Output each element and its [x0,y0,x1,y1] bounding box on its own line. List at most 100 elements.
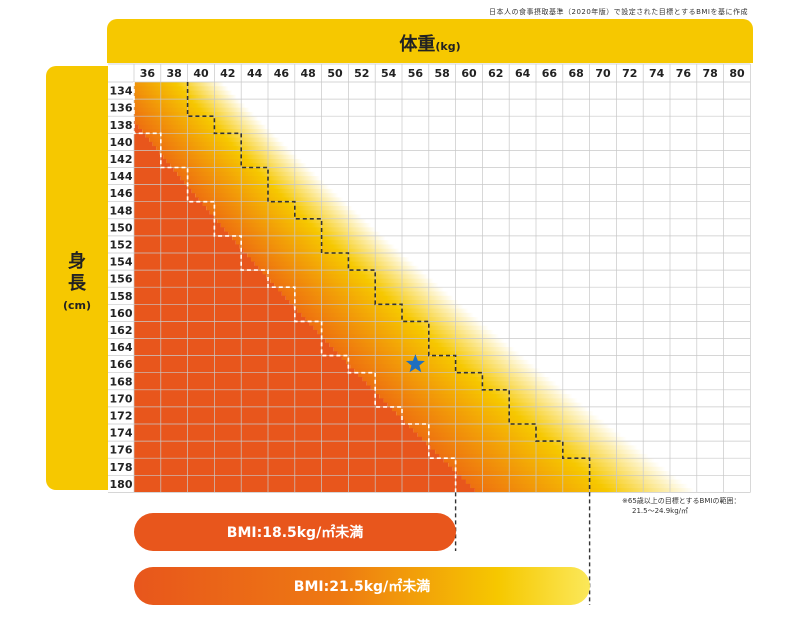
band-18-5-to-23-5 [195,193,339,198]
band-18-5-to-23-5 [277,287,444,292]
band-18-5-to-23-5 [217,218,367,224]
bmi-bands [134,82,694,493]
band-18-5-to-23-5 [293,304,464,310]
band-under-18-5 [134,338,326,344]
band-18-5-to-23-5 [228,231,381,237]
band-under-18-5 [134,317,306,322]
weight-tick-label: 56 [408,67,424,80]
weight-tick-label: 74 [649,67,665,80]
band-18-5-to-23-5 [206,205,353,211]
band-under-18-5 [134,483,471,489]
band-18-5-to-23-5 [317,329,494,335]
band-18-5-to-23-5 [159,150,294,156]
height-tick-label: 162 [110,324,133,337]
band-under-18-5 [134,334,322,339]
band-under-18-5 [134,308,298,314]
band-under-18-5 [134,424,410,429]
band-18-5-to-23-5 [166,158,303,164]
band-18-5-to-23-5 [435,449,644,455]
weight-title-text: 体重 [399,34,436,55]
band-18-5-to-23-5 [281,291,449,297]
weight-tick-label: 76 [676,67,692,80]
band-under-18-5 [134,282,275,288]
band-18-5-to-23-5 [254,261,415,267]
band-under-18-5 [134,133,146,139]
weight-tick-label: 68 [569,67,584,80]
band-18-5-to-23-5 [329,342,510,348]
band-under-18-5 [134,304,294,310]
band-18-5-to-23-5 [457,471,672,476]
band-18-5-to-23-5 [379,394,573,399]
band-18-5-to-23-5 [448,462,660,468]
weight-tick-label: 70 [595,67,611,80]
band-under-18-5 [134,321,310,327]
band-18-5-to-23-5 [354,368,541,374]
band-under-18-5 [134,227,225,233]
band-18-5-to-23-5 [251,257,410,263]
band-under-18-5 [134,146,157,151]
band-under-18-5 [134,120,136,126]
height-tick-label: 156 [110,273,133,286]
height-tick-label: 160 [110,307,133,320]
band-under-18-5 [134,244,240,250]
band-18-5-to-23-5 [430,445,638,451]
grid-lines [108,63,751,493]
band-18-5-to-23-5 [270,278,434,284]
star-marker [405,354,425,373]
band-under-18-5 [134,210,210,216]
weight-tick-label: 72 [622,67,637,80]
band-under-18-5 [134,154,164,160]
band-under-18-5 [134,432,418,438]
weight-tick-label: 60 [461,67,477,80]
footnote-line2: 21.5～24.9kg/㎡ [632,507,689,515]
weight-tick-label: 44 [247,67,263,80]
band-under-18-5 [134,270,263,275]
band-18-5-to-23-5 [470,483,689,489]
band-under-18-5 [134,257,252,263]
height-tick-label: 168 [110,375,133,388]
band-under-18-5 [134,419,405,425]
band-18-5-to-23-5 [409,424,611,429]
band-under-18-5 [134,359,347,365]
band-under-18-5 [134,287,278,292]
weight-tick-label: 80 [729,67,745,80]
weight-tick-label: 36 [140,67,156,80]
band-under-18-5 [134,295,286,301]
band-under-18-5 [134,398,384,404]
height-tick-label: 148 [110,204,133,217]
band-under-18-5 [134,381,367,387]
height-title-char2: 長 [68,273,86,294]
footnote-line1: ※65歳以上の目標とするBMIの範囲： [622,497,741,505]
band-under-18-5 [134,462,449,468]
band-under-18-5 [134,235,233,241]
band-18-5-to-23-5 [220,223,372,228]
band-under-18-5 [134,265,259,271]
band-under-18-5 [134,201,203,207]
band-18-5-to-23-5 [188,184,330,190]
band-18-5-to-23-5 [258,265,420,271]
band-18-5-to-23-5 [417,432,622,438]
band-18-5-to-23-5 [184,180,325,186]
band-18-5-to-23-5 [180,176,321,181]
band-under-18-5 [134,150,160,156]
band-18-5-to-23-5 [232,235,386,241]
footnote: ※65歳以上の目標とするBMIの範囲： 21.5～24.9kg/㎡ [622,496,740,516]
band-under-18-5 [134,441,427,446]
band-18-5-to-23-5 [177,171,316,177]
band-under-18-5 [134,193,196,198]
band-18-5-to-23-5 [145,133,276,139]
band-18-5-to-23-5 [333,347,515,352]
band-18-5-to-23-5 [170,163,307,168]
band-under-18-5 [134,428,414,434]
height-tick-label: 154 [110,256,133,269]
band-18-5-to-23-5 [198,197,344,203]
band-under-18-5 [134,176,181,181]
band-under-18-5 [134,218,218,224]
height-tick-label: 174 [110,427,133,440]
band-under-18-5 [134,372,359,378]
band-18-5-to-23-5 [465,479,683,485]
band-18-5-to-23-5 [313,325,489,331]
band-under-18-5 [134,167,174,173]
band-18-5-to-23-5 [134,107,250,113]
